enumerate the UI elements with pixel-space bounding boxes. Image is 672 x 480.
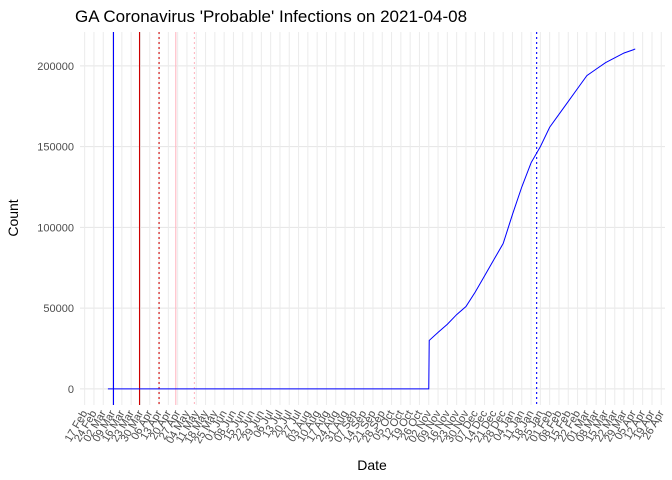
y-tick-label: 150000	[37, 142, 74, 154]
data-line	[107, 48, 636, 390]
y-tick-label: 100000	[37, 222, 74, 234]
y-axis-title: Count	[5, 199, 21, 236]
x-axis-title: Date	[357, 457, 387, 473]
chart-title: GA Coronavirus 'Probable' Infections on …	[75, 7, 467, 26]
y-tick-label: 0	[68, 384, 74, 396]
y-tick-label: 50000	[43, 303, 74, 315]
y-tick-label: 200000	[37, 61, 74, 73]
